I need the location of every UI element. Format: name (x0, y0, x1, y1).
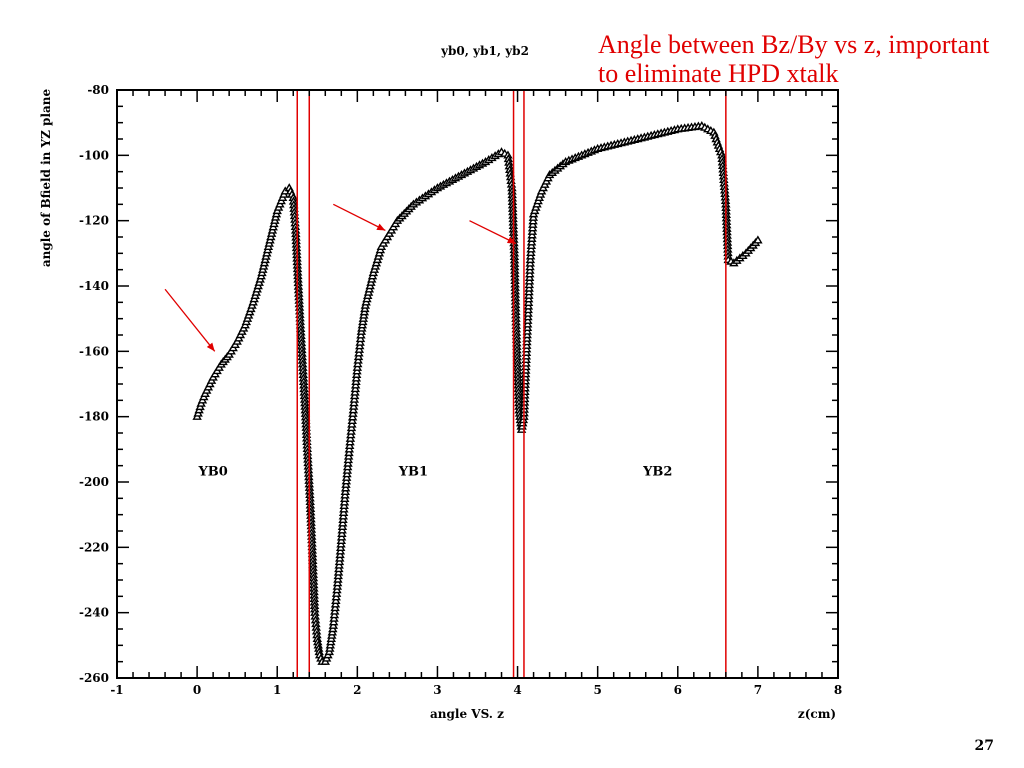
annotation-arrow (164, 288, 216, 352)
x-tick-label: 7 (754, 683, 762, 697)
x-tick-label: 5 (593, 683, 601, 697)
y-tick-label: -220 (79, 540, 109, 554)
y-tick-label: -160 (79, 344, 109, 358)
axis-ticks (116, 89, 839, 679)
data-point (753, 235, 763, 244)
region-labels: YB0 YB1 YB2 (197, 464, 672, 479)
y-tick-label: -100 (79, 148, 109, 162)
x-tick-label: 8 (834, 683, 842, 697)
x-axis-unit-label: z(cm) (798, 707, 836, 721)
x-tick-label: 1 (273, 683, 281, 697)
y-tick-label: -200 (79, 475, 109, 489)
annotation-arrow (333, 203, 386, 232)
slide-number: 27 (974, 738, 994, 754)
x-tick-label: 4 (513, 683, 521, 697)
boundary-lines (296, 90, 727, 678)
annotation-text: Angle between Bz/By vs z, important to e… (598, 30, 990, 88)
x-tick-label: 6 (674, 683, 682, 697)
y-tick-label: -140 (79, 279, 109, 293)
region-label: YB0 (197, 464, 227, 479)
x-tick-labels: -1 0 1 2 3 4 5 6 7 8 (110, 683, 842, 697)
region-label: YB1 (398, 464, 428, 479)
y-tick-label: -120 (79, 214, 109, 228)
y-tick-label: -240 (79, 606, 109, 620)
y-tick-labels: -260 -240 -220 -200 -180 -160 -140 -120 -100 -80 (79, 83, 109, 685)
plot-frame (116, 89, 839, 679)
x-axis-label: angle VS. z (430, 707, 504, 721)
x-tick-label: 3 (433, 683, 441, 697)
annotation-arrow (469, 220, 517, 245)
x-tick-label: -1 (110, 683, 123, 697)
y-tick-label: -180 (79, 410, 109, 424)
annotation-arrows (164, 203, 517, 352)
x-tick-label: 2 (353, 683, 361, 697)
y-axis-label: angle of Bfield in YZ plane (39, 89, 53, 268)
chart-title: yb0, yb1, yb2 (441, 44, 529, 58)
data-points (192, 121, 763, 665)
y-tick-label: -80 (87, 83, 109, 97)
x-tick-label: 0 (193, 683, 201, 697)
y-tick-label: -260 (79, 671, 109, 685)
region-label: YB2 (642, 464, 672, 479)
